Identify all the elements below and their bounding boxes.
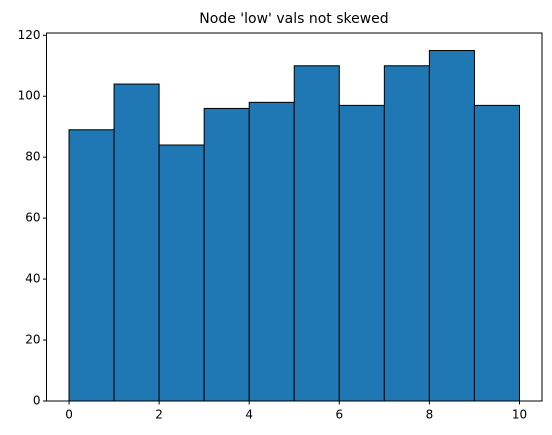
y-tick-label: 120 [18, 28, 41, 42]
y-tick-label: 20 [25, 333, 40, 347]
x-tick-label: 8 [426, 408, 434, 422]
x-tick-label: 4 [245, 408, 253, 422]
bar [248, 101, 295, 402]
bar [203, 107, 250, 402]
bar [113, 83, 160, 402]
bar [293, 65, 340, 402]
y-tick-label: 40 [25, 272, 40, 286]
plot-frame [46, 32, 543, 402]
y-tick-label: 80 [25, 150, 40, 164]
x-tick-label: 0 [65, 408, 73, 422]
x-tick-label: 2 [155, 408, 163, 422]
y-tick-label: 60 [25, 211, 40, 225]
x-tick-label: 10 [512, 408, 527, 422]
bar [338, 104, 385, 402]
chart-title: Node 'low' vals not skewed [199, 11, 388, 27]
y-tick-label: 100 [18, 89, 41, 103]
x-tick-label: 6 [335, 408, 343, 422]
bar [473, 104, 520, 402]
bar [383, 65, 430, 402]
y-tick-label: 0 [33, 394, 41, 408]
bar [68, 129, 115, 402]
bar [158, 144, 205, 402]
bar [428, 50, 475, 402]
